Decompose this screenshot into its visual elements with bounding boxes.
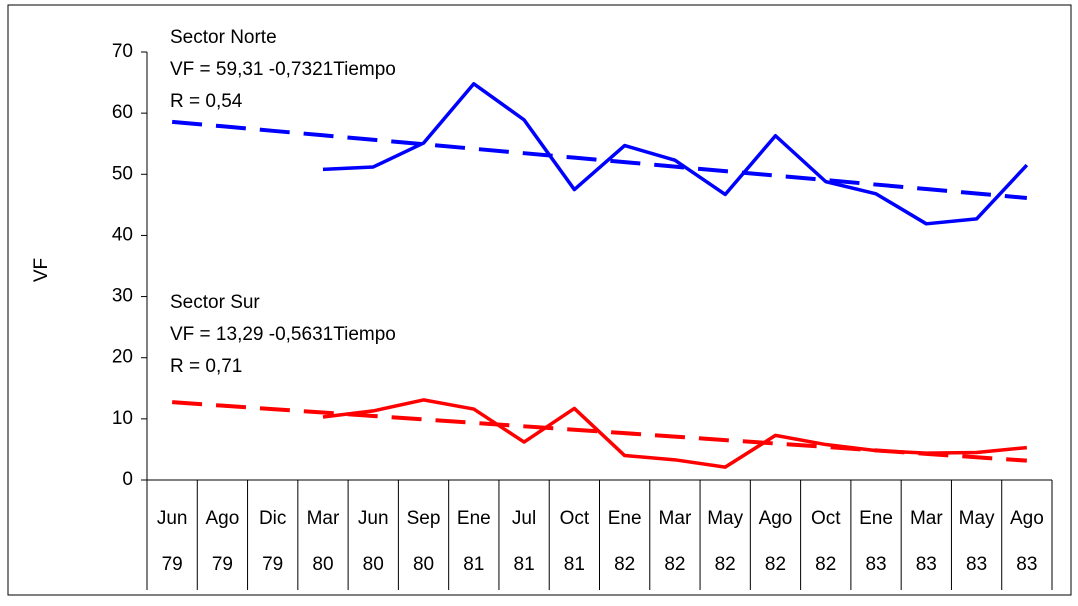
x-tick-label: Jun bbox=[358, 508, 389, 529]
x-tick-label-year: 82 bbox=[664, 554, 685, 575]
x-tick-label: May bbox=[707, 508, 743, 529]
x-tick-label-year: 80 bbox=[312, 554, 333, 575]
x-tick-label-year: 82 bbox=[765, 554, 786, 575]
x-tick-label: Ene bbox=[859, 508, 893, 529]
x-tick-label: May bbox=[959, 508, 995, 529]
annotation: R = 0,71 bbox=[170, 356, 242, 377]
y-tick-label: 70 bbox=[112, 41, 133, 62]
x-tick-label: Jul bbox=[512, 508, 536, 529]
x-tick-label-year: 79 bbox=[162, 554, 183, 575]
y-tick-label: 40 bbox=[112, 224, 133, 245]
x-tick-label: Ene bbox=[457, 508, 491, 529]
annotation: Sector Norte bbox=[170, 27, 277, 48]
x-tick-label: Ago bbox=[1010, 508, 1044, 529]
y-tick-label: 0 bbox=[122, 469, 133, 490]
x-tick-label-year: 83 bbox=[1016, 554, 1037, 575]
x-tick-label: Sep bbox=[407, 508, 441, 529]
x-tick-label-year: 83 bbox=[966, 554, 987, 575]
x-tick-label: Ago bbox=[206, 508, 240, 529]
x-tick-label: Dic bbox=[259, 508, 286, 529]
x-tick-label: Mar bbox=[910, 508, 943, 529]
x-tick-label-year: 82 bbox=[815, 554, 836, 575]
x-tick-label-year: 79 bbox=[212, 554, 233, 575]
annotation: VF = 59,31 -0,7321Tiempo bbox=[170, 59, 396, 80]
series-line bbox=[322, 82, 1029, 226]
x-tick-label: Mar bbox=[659, 508, 692, 529]
trend-line bbox=[171, 119, 1028, 200]
x-tick-label-year: 81 bbox=[463, 554, 484, 575]
chart-border bbox=[7, 4, 1072, 596]
annotation: R = 0,54 bbox=[170, 91, 243, 112]
y-tick-label: 30 bbox=[112, 286, 133, 307]
x-tick-label-year: 80 bbox=[363, 554, 384, 575]
x-tick-label: Oct bbox=[560, 508, 590, 529]
trend-line bbox=[172, 400, 1027, 463]
y-axis-label: VF bbox=[31, 258, 52, 282]
y-tick-label: 20 bbox=[112, 347, 133, 368]
x-tick-label: Jun bbox=[157, 508, 188, 529]
y-tick-label: 50 bbox=[112, 163, 133, 184]
x-tick-label: Ago bbox=[759, 508, 793, 529]
x-tick-label-year: 82 bbox=[715, 554, 736, 575]
x-tick-label-year: 79 bbox=[262, 554, 283, 575]
x-tick-label: Mar bbox=[307, 508, 340, 529]
x-tick-label-year: 83 bbox=[865, 554, 886, 575]
x-tick-label: Oct bbox=[811, 508, 841, 529]
x-tick-label-year: 81 bbox=[564, 554, 585, 575]
x-tick-label-year: 81 bbox=[514, 554, 535, 575]
x-tick-label-year: 82 bbox=[614, 554, 635, 575]
x-tick-label-year: 80 bbox=[413, 554, 434, 575]
x-tick-label: Ene bbox=[608, 508, 642, 529]
y-tick-label: 60 bbox=[112, 102, 133, 123]
y-tick-label: 10 bbox=[112, 408, 133, 429]
series-line bbox=[322, 398, 1028, 469]
x-tick-label-year: 83 bbox=[916, 554, 937, 575]
annotation: VF = 13,29 -0,5631Tiempo bbox=[170, 324, 396, 345]
annotation: Sector Sur bbox=[170, 292, 260, 313]
